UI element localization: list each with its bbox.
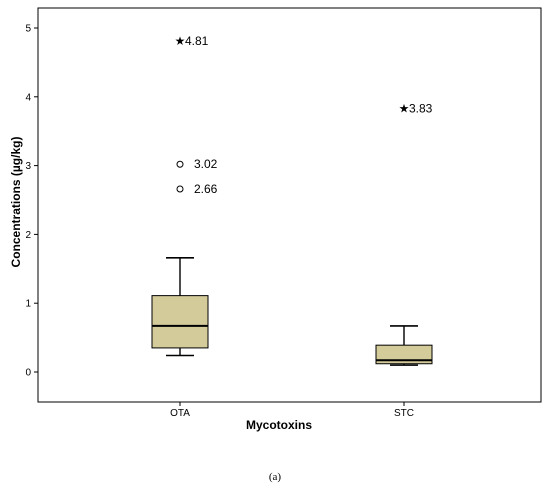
- y-tick-label: 2: [25, 230, 31, 241]
- x-axis: OTA STC: [170, 402, 414, 419]
- x-tick-label: STC: [394, 408, 414, 419]
- iqr-box: [151, 295, 209, 349]
- outlier-label: 2.66: [194, 182, 218, 196]
- outlier-point: [176, 185, 184, 193]
- extreme-label: 3.83: [409, 101, 433, 115]
- extreme-label: 4.81: [185, 34, 209, 48]
- box-ota: 3.02 2.66 ★ 4.81: [151, 34, 218, 357]
- box-stc: ★ 3.83: [375, 101, 433, 366]
- outlier-point: [176, 160, 184, 168]
- outlier-label: 3.02: [194, 157, 218, 171]
- boxes: 3.022.66★ 4.81★ 3.83: [151, 34, 433, 366]
- extreme-star-icon: ★: [399, 101, 410, 115]
- y-axis: 0 1 2 3 4 5: [25, 24, 38, 379]
- y-tick-label: 4: [25, 92, 31, 103]
- plot-frame: [37, 7, 542, 403]
- y-tick-label: 5: [25, 24, 31, 35]
- iqr-box: [375, 344, 433, 365]
- y-tick-label: 3: [25, 161, 31, 172]
- figure-caption: (a): [268, 471, 282, 483]
- y-tick-label: 0: [25, 368, 31, 379]
- y-tick-label: 1: [25, 299, 31, 310]
- extreme-star-icon: ★: [175, 34, 186, 48]
- x-tick-label: OTA: [170, 408, 190, 419]
- x-axis-title: Mycotoxins: [246, 418, 312, 432]
- y-axis-title: Concentrations (µg/kg): [9, 137, 23, 268]
